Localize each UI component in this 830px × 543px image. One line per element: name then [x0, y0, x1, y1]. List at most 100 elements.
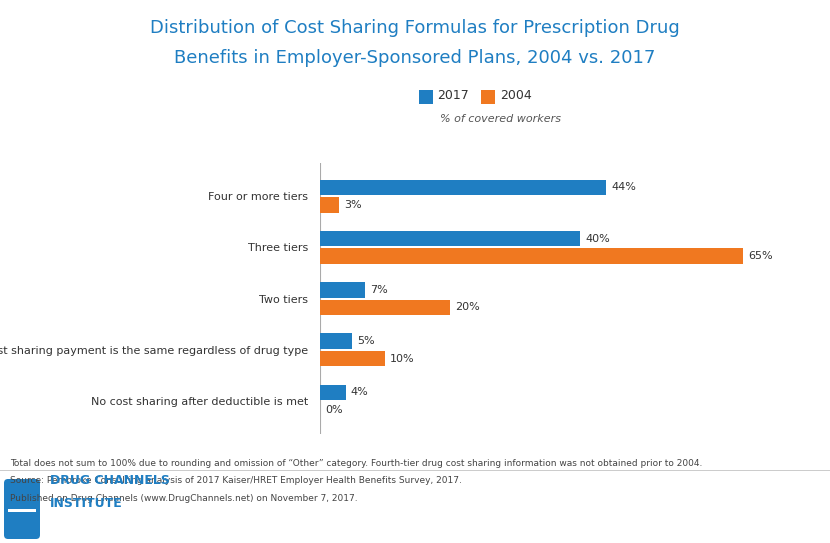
Bar: [240, 480, 280, 520]
Bar: [280, 383, 320, 423]
Bar: [360, 303, 400, 343]
Bar: [400, 0, 440, 23]
Bar: [0, 360, 40, 400]
Bar: [320, 333, 352, 349]
Bar: [520, 200, 560, 240]
Bar: [800, 23, 830, 63]
Bar: [40, 440, 80, 480]
Text: 44%: 44%: [612, 182, 637, 192]
Bar: [600, 23, 640, 63]
Bar: [240, 80, 280, 120]
Bar: [560, 200, 600, 240]
Bar: [0, 470, 830, 471]
Text: 2017: 2017: [437, 89, 469, 102]
Bar: [240, 423, 280, 463]
Bar: [240, 103, 280, 143]
Bar: [160, 280, 200, 320]
Bar: [0, 0, 40, 23]
Bar: [320, 200, 360, 240]
Bar: [680, 360, 720, 400]
Bar: [560, 360, 600, 400]
Bar: [0, 40, 40, 80]
Bar: [320, 63, 360, 103]
Bar: [240, 520, 280, 543]
Bar: [360, 0, 400, 23]
Bar: [280, 63, 320, 103]
Bar: [320, 400, 360, 440]
Bar: [560, 223, 600, 263]
Bar: [600, 143, 640, 183]
Bar: [240, 383, 280, 423]
Bar: [320, 143, 360, 183]
Bar: [680, 63, 720, 103]
Bar: [560, 320, 600, 360]
Bar: [280, 200, 320, 240]
Bar: [40, 23, 80, 63]
Bar: [440, 263, 480, 303]
Bar: [680, 40, 720, 80]
Bar: [720, 263, 760, 303]
Bar: [560, 343, 600, 383]
Bar: [480, 400, 520, 440]
Text: 3%: 3%: [344, 200, 362, 210]
Bar: [760, 143, 800, 183]
Text: 40%: 40%: [585, 233, 610, 244]
Bar: [440, 463, 480, 503]
Bar: [760, 383, 800, 423]
Bar: [680, 520, 720, 543]
Bar: [640, 80, 680, 120]
Bar: [640, 0, 680, 40]
Bar: [320, 360, 360, 400]
Bar: [160, 503, 200, 543]
Bar: [680, 103, 720, 143]
Bar: [520, 440, 560, 480]
Bar: [80, 143, 120, 183]
Bar: [120, 143, 160, 183]
Bar: [760, 480, 800, 520]
Bar: [760, 240, 800, 280]
Bar: [720, 423, 760, 463]
Bar: [120, 360, 160, 400]
Bar: [560, 40, 600, 80]
Bar: [320, 280, 360, 320]
Bar: [360, 263, 400, 303]
Bar: [80, 183, 120, 223]
Bar: [480, 360, 520, 400]
Bar: [760, 400, 800, 440]
Bar: [320, 240, 360, 280]
Bar: [760, 23, 800, 63]
Text: 20%: 20%: [455, 302, 480, 312]
Bar: [760, 423, 800, 463]
Bar: [520, 0, 560, 40]
Bar: [80, 200, 120, 240]
Bar: [520, 320, 560, 360]
Bar: [440, 503, 480, 543]
Bar: [720, 63, 760, 103]
Bar: [280, 80, 320, 120]
Bar: [640, 320, 680, 360]
Bar: [200, 263, 240, 303]
Bar: [520, 160, 560, 200]
Bar: [0, 80, 40, 120]
Bar: [480, 263, 520, 303]
Bar: [0, 400, 40, 440]
Bar: [480, 280, 520, 320]
Bar: [480, 160, 520, 200]
Bar: [320, 160, 360, 200]
Bar: [520, 63, 560, 103]
Bar: [320, 480, 360, 520]
Bar: [680, 200, 720, 240]
Bar: [240, 160, 280, 200]
Bar: [800, 280, 830, 320]
Text: % of covered workers: % of covered workers: [440, 114, 561, 124]
Bar: [40, 360, 80, 400]
Bar: [520, 520, 560, 543]
Bar: [560, 480, 600, 520]
Bar: [400, 440, 440, 480]
Bar: [240, 223, 280, 263]
Bar: [240, 360, 280, 400]
Bar: [480, 80, 520, 120]
Bar: [680, 343, 720, 383]
Bar: [120, 240, 160, 280]
Bar: [40, 520, 80, 543]
